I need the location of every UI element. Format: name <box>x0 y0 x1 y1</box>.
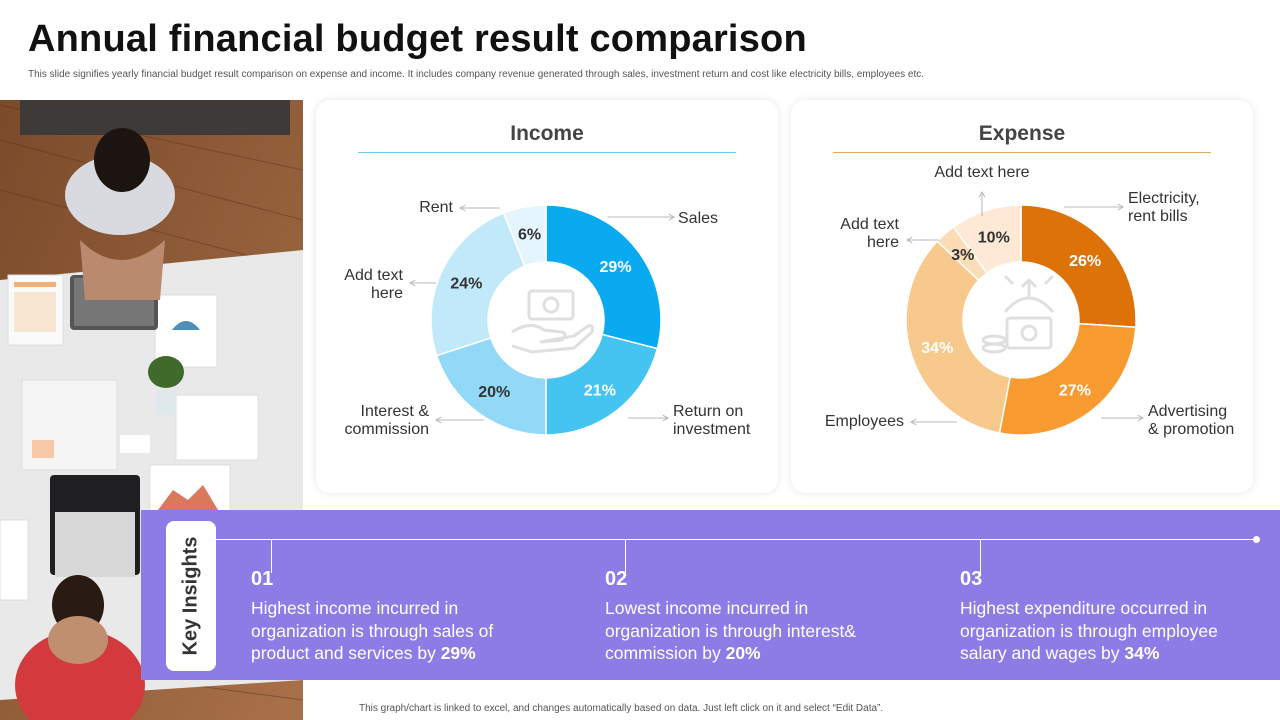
page-title: Annual financial budget result compariso… <box>28 18 807 60</box>
income-slice-value-label: 24% <box>450 276 482 293</box>
income-donut-chart: 29% 21% 20% 24% 6% Sales Return on investment I… <box>344 199 751 438</box>
insights-tick-2 <box>625 539 626 573</box>
expense-slice-5 <box>952 204 1022 275</box>
expense-callout-label: Employees <box>825 413 904 430</box>
income-callout-label: Add text here <box>344 267 403 302</box>
expense-slice-value-label: 26% <box>1069 253 1101 270</box>
expense-slice-value-label: 10% <box>978 229 1010 246</box>
income-callout-label: Interest & commission <box>345 403 430 438</box>
expense-title-rule <box>833 152 1211 153</box>
insight-text: Lowest income incurred in organization i… <box>605 598 856 663</box>
insights-tick-1 <box>271 539 272 573</box>
office-photo <box>0 100 303 720</box>
expense-slice-2 <box>998 322 1137 436</box>
insight-number: 03 <box>960 568 983 590</box>
insights-tick-3 <box>980 539 981 573</box>
expense-donut-hole <box>964 263 1078 377</box>
income-title: Income <box>510 122 584 145</box>
income-slice-4 <box>430 212 526 357</box>
expense-slice-value-label: 34% <box>921 340 953 357</box>
income-slice-value-label: 21% <box>584 383 616 400</box>
key-insights-label-box: Key Insights <box>166 521 216 671</box>
expense-callout-label: Add text here <box>840 216 899 251</box>
expense-callout-arrowhead <box>1137 414 1145 422</box>
expense-donut-chart: 26% 27% 34% 3%10% Electricity, rent bills Adv… <box>825 164 1234 438</box>
insight-text: Highest income incurred in organization … <box>251 598 494 663</box>
income-slice-value-label: 20% <box>478 384 510 401</box>
insight-highlight: 34% <box>1124 643 1160 663</box>
page-subtitle: This slide signifies yearly financial bu… <box>28 69 925 80</box>
income-donut-hole <box>489 263 603 377</box>
insight-item-1: 01 Highest income incurred in organizati… <box>251 568 551 665</box>
income-callout-label: Rent <box>419 199 453 216</box>
expense-slice-value-label: 3% <box>951 247 974 264</box>
expense-callout-label: Electricity, rent bills <box>1128 190 1200 225</box>
income-slice-value-label: 6% <box>518 227 541 244</box>
income-callout-label: Return on investment <box>673 403 751 438</box>
expense-card: Expense 26% 27% 34% 3% 10% Electricity, rent … <box>791 100 1253 493</box>
income-card: Income 29% 21% 20% 24% 6% Sales Return on inve… <box>316 100 778 493</box>
income-slice-value-label: 29% <box>600 259 632 276</box>
insight-highlight: 29% <box>440 643 476 663</box>
income-callout-arrowhead <box>434 416 442 424</box>
money-growth-icon <box>981 274 1055 354</box>
income-title-rule <box>358 152 736 153</box>
insight-highlight: 20% <box>725 643 761 663</box>
insight-item-3: 03 Highest expenditure occurred in organ… <box>960 568 1260 665</box>
insights-timeline-end-dot <box>1253 536 1260 543</box>
expense-callout-arrowhead <box>1117 203 1125 211</box>
income-slice-3 <box>435 336 547 436</box>
expense-title: Expense <box>978 122 1066 145</box>
expense-callout-label: Add text here <box>934 164 1029 181</box>
office-photo-illustration <box>0 100 303 720</box>
expense-slice-value-label: 27% <box>1059 383 1091 400</box>
money-hand-icon <box>511 289 594 354</box>
income-slice-5 <box>502 204 547 268</box>
expense-slice-1 <box>1020 204 1137 329</box>
income-callout-arrowhead <box>662 414 670 422</box>
insight-item-2: 02 Lowest income incurred in organizatio… <box>605 568 905 665</box>
insight-number: 01 <box>251 568 274 590</box>
key-insights-band: Key Insights 01 Highest income incurred … <box>141 510 1280 680</box>
expense-slice-3 <box>905 240 1012 434</box>
income-callout-label: Sales <box>678 210 718 227</box>
expense-callout-label: Advertising & promotion <box>1148 403 1234 438</box>
footer-note: This graph/chart is linked to excel, and… <box>359 703 884 714</box>
key-insights-heading: Key Insights <box>179 536 202 656</box>
expense-callout-arrowhead <box>905 236 913 244</box>
income-callout-arrowhead <box>458 204 466 212</box>
expense-callout-arrowhead <box>978 190 986 198</box>
income-callout-arrowhead <box>408 279 416 287</box>
insights-timeline-line <box>216 539 1256 540</box>
insight-text: Highest expenditure occurred in organiza… <box>960 598 1218 663</box>
expense-callout-arrowhead <box>909 418 917 426</box>
income-callout-arrowhead <box>668 213 676 221</box>
insight-number: 02 <box>605 568 628 590</box>
income-slice-1 <box>545 204 662 350</box>
